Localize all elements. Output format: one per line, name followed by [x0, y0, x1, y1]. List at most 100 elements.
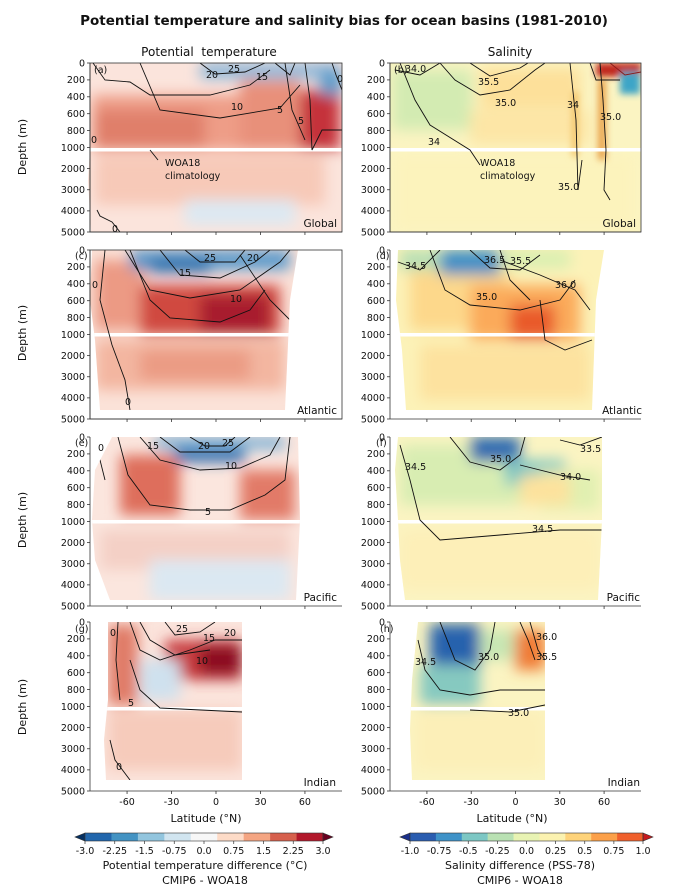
depth-tick-label: 2000 — [361, 351, 385, 362]
panel-b-contour-34b: 34 — [567, 100, 579, 111]
panel-d: (d) Atlantic 34.5 36.5 35.5 36.0 35.0 — [376, 250, 642, 417]
panel-c-basin: Atlantic — [297, 405, 337, 417]
panel-a-climatology-2: climatology — [165, 171, 221, 182]
depth-tick-label: 400 — [367, 279, 385, 290]
panel-d-contour-365: 36.5 — [484, 255, 505, 266]
depth-tick-label: 5000 — [61, 227, 85, 238]
depth-tick-label: 5000 — [61, 414, 85, 425]
depth-tick-label: 5000 — [61, 601, 85, 612]
lat-tick-label: -30 — [463, 797, 479, 808]
colorbar-segment — [243, 833, 271, 841]
depth-tick-label: 600 — [67, 296, 85, 307]
colorbar-segment — [85, 833, 112, 841]
colorbar-tick-label: 0.75 — [603, 846, 624, 857]
panel-f-contour-335: 33.5 — [580, 444, 601, 455]
depth-tick-label: 2000 — [361, 538, 385, 549]
depth-tick-label: 3000 — [361, 372, 385, 383]
panel-g-basin: Indian — [304, 777, 336, 789]
column-header-temperature: Potential temperature — [141, 45, 277, 59]
depth-tick-label: 3000 — [61, 185, 85, 196]
panel-h: (h) Indian 34.5 35.0 36.0 35.5 35.0 — [380, 622, 640, 789]
colorbar-segment — [565, 833, 592, 841]
lat-tick-label: -60 — [419, 797, 435, 808]
panel-h-contour-355: 35.5 — [536, 652, 557, 663]
ylabel-e: Depth (m) — [16, 492, 29, 548]
panel-a-basin: Global — [304, 218, 338, 230]
panel-b-climatology-2: climatology — [480, 171, 536, 182]
depth-tick-label: 3000 — [61, 372, 85, 383]
panel-b-contour-350b: 35.0 — [600, 112, 621, 123]
colorbar-segment — [461, 833, 488, 841]
panel-b-climatology-1: WOA18 — [480, 158, 515, 169]
colorbar-tick-label: -0.25 — [485, 846, 510, 857]
panel-a-contour-5a: 5 — [277, 105, 283, 116]
depth-tick-label: 3000 — [361, 744, 385, 755]
depth-tick-label: 4000 — [361, 206, 385, 217]
panel-d-id: (d) — [376, 251, 389, 262]
depth-tick-label: 5000 — [361, 786, 385, 797]
panel-h-id: (h) — [380, 624, 393, 635]
depth-tick-label: 200 — [367, 262, 385, 273]
depth-tick-label: 4000 — [61, 580, 85, 591]
colorbar-tick-label: 1.5 — [256, 846, 271, 857]
depth-tick-label: 3000 — [61, 744, 85, 755]
figure-title: Potential temperature and salinity bias … — [80, 13, 608, 29]
colorbar-segment — [539, 833, 566, 841]
depth-tick-label: 800 — [367, 685, 385, 696]
depth-tick-label: 400 — [367, 651, 385, 662]
depth-tick-label: 2000 — [61, 351, 85, 362]
depth-tick-label: 200 — [367, 449, 385, 460]
colorbar-tick-label: -1.5 — [135, 846, 154, 857]
depth-tick-label: 0 — [79, 617, 85, 628]
panel-h-contour-350: 35.0 — [478, 652, 499, 663]
panel-e-contour-0: 0 — [98, 443, 104, 454]
panel-a-contour-5b: 5 — [298, 116, 304, 127]
lat-tick-label: -30 — [164, 797, 180, 808]
lat-tick-label: -60 — [119, 797, 135, 808]
depth-tick-label: 2000 — [361, 164, 385, 175]
panel-g-contour-10: 10 — [196, 656, 208, 667]
panel-d-contour-360: 36.0 — [555, 280, 576, 291]
panel-a-contour-0: 0 — [91, 135, 97, 146]
depth-tick-label: 800 — [367, 313, 385, 324]
depth-tick-label: 2000 — [61, 538, 85, 549]
depth-tick-label: 1000 — [361, 330, 385, 341]
ylabel-c: Depth (m) — [16, 305, 29, 361]
panel-h-contour-350b: 35.0 — [508, 708, 529, 719]
axes-layer: 0200400600800100020003000400050000200400… — [61, 58, 641, 808]
depth-tick-label: 0 — [379, 617, 385, 628]
depth-tick-label: 800 — [67, 685, 85, 696]
colorbar-segment — [270, 833, 297, 841]
lat-tick-label: 60 — [598, 797, 610, 808]
panel-b: (b) Global 34.0 35.5 35.0 34 34 35.0 35.… — [389, 62, 642, 233]
colorbar-tick-label: 0.75 — [223, 846, 244, 857]
panel-c-contour-15: 15 — [179, 268, 191, 279]
panel-g-id: (g) — [75, 624, 88, 635]
depth-tick-label: 2000 — [61, 164, 85, 175]
colorbar-segment — [591, 833, 618, 841]
panel-e-contour-25: 25 — [222, 438, 234, 449]
colorbar-segment — [617, 833, 644, 841]
panel-h-contour-345: 34.5 — [415, 657, 436, 668]
colorbar-segment — [111, 833, 139, 841]
depth-tick-label: 4000 — [361, 393, 385, 404]
panel-f-id: (f) — [376, 438, 387, 449]
panel-g-contour-20: 20 — [224, 628, 236, 639]
depth-tick-label: 2000 — [61, 723, 85, 734]
depth-tick-label: 4000 — [361, 765, 385, 776]
depth-tick-label: 0 — [79, 245, 85, 256]
depth-tick-label: 0 — [79, 58, 85, 69]
panel-e: (e) Pacific 0 15 20 25 10 5 — [75, 437, 338, 604]
panel-a-contour-0c: 0 — [112, 224, 118, 235]
panel-e-basin: Pacific — [304, 592, 338, 604]
colorbar-tick-label: 0.0 — [519, 846, 534, 857]
colorbar-tick-label: -3.0 — [76, 846, 95, 857]
panel-b-contour-340: 34.0 — [405, 64, 426, 75]
depth-tick-label: 1000 — [361, 517, 385, 528]
xlabel-right: Latitude (°N) — [476, 812, 547, 825]
panel-h-basin: Indian — [608, 777, 640, 789]
panel-b-contour-350c: 35.0 — [558, 182, 579, 193]
panel-a-climatology-1: WOA18 — [165, 158, 200, 169]
depth-tick-label: 0 — [79, 432, 85, 443]
